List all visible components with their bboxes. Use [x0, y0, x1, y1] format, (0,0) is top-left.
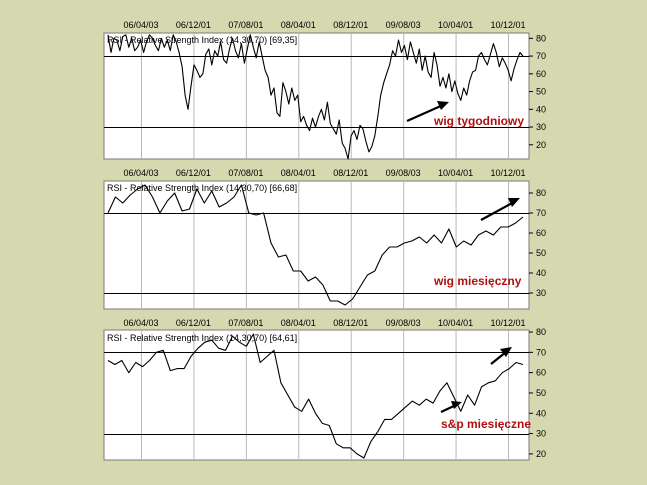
x-tick-label: 08/12/01 — [333, 20, 368, 30]
x-tick-label: 09/08/03 — [386, 20, 421, 30]
arrowhead-icon — [451, 401, 462, 409]
y-tick-label: 20 — [536, 449, 546, 459]
rsi-panel-sp-monthly: 06/04/03 06/12/01 07/08/01 08/04/01 08/12/01… — [103, 318, 546, 461]
x-tick-label: 06/12/01 — [176, 318, 211, 328]
y-tick-label: 80 — [536, 188, 546, 198]
y-tick-label: 60 — [536, 69, 546, 79]
x-tick-label: 08/04/01 — [281, 318, 316, 328]
y-tick-label: 50 — [536, 248, 546, 258]
y-tick-label: 20 — [536, 140, 546, 150]
rsi-series-line — [107, 34, 524, 160]
chart-annotation: wig miesięczny — [433, 274, 522, 288]
x-tick-label: 08/04/01 — [281, 20, 316, 30]
y-tick-label: 40 — [536, 268, 546, 278]
y-tick-label: 70 — [536, 347, 546, 357]
arrow-icon — [480, 201, 515, 221]
x-tick-label: 10/04/01 — [438, 318, 473, 328]
x-tick-label: 08/12/01 — [333, 318, 368, 328]
y-tick-label: 60 — [536, 228, 546, 238]
x-tick-label: 07/08/01 — [228, 318, 263, 328]
x-tick-label: 10/04/01 — [438, 20, 473, 30]
rsi-series-line — [107, 333, 524, 459]
y-tick-label: 50 — [536, 388, 546, 398]
chart-title: RSI - Relative Strength Index (14,30,70)… — [107, 333, 297, 343]
arrow-icon — [406, 103, 444, 123]
arrowhead-icon — [508, 198, 520, 207]
y-tick-label: 80 — [536, 33, 546, 43]
chart-title: RSI - Relative Strength Index (14,30,70)… — [107, 183, 297, 193]
chart-title: RSI - Relative Strength Index (14,30,70)… — [107, 35, 297, 45]
x-tick-label: 06/12/01 — [176, 168, 211, 178]
y-tick-label: 70 — [536, 208, 546, 218]
arrow-icon — [490, 351, 507, 365]
y-tick-label: 50 — [536, 87, 546, 97]
x-tick-label: 06/04/03 — [123, 20, 158, 30]
y-tick-label: 60 — [536, 368, 546, 378]
y-tick-label: 40 — [536, 104, 546, 114]
rsi-panel-wig-monthly: 06/04/03 06/12/01 07/08/01 08/04/01 08/12/01… — [103, 168, 546, 310]
y-tick-label: 30 — [536, 288, 546, 298]
x-tick-label: 07/08/01 — [228, 20, 263, 30]
x-tick-label: 10/04/01 — [438, 168, 473, 178]
rsi-series-line — [107, 184, 524, 306]
x-tick-label: 06/12/01 — [176, 20, 211, 30]
y-tick-label: 80 — [536, 327, 546, 337]
y-tick-label: 30 — [536, 429, 546, 439]
x-tick-label: 08/04/01 — [281, 168, 316, 178]
x-tick-label: 09/08/03 — [386, 318, 421, 328]
y-tick-label: 70 — [536, 51, 546, 61]
rsi-panel-wig-weekly: 06/04/03 06/12/01 07/08/01 08/04/01 08/12/01… — [103, 20, 546, 160]
y-tick-label: 40 — [536, 408, 546, 418]
x-tick-label: 10/12/01 — [490, 20, 525, 30]
plot-area — [103, 329, 530, 461]
plot-area — [103, 32, 530, 160]
x-tick-label: 06/04/03 — [123, 168, 158, 178]
x-tick-label: 08/12/01 — [333, 168, 368, 178]
x-tick-label: 09/08/03 — [386, 168, 421, 178]
x-tick-label: 10/12/01 — [490, 318, 525, 328]
x-tick-label: 10/12/01 — [490, 168, 525, 178]
arrowhead-icon — [500, 347, 512, 357]
chart-annotation: s&p miesięczne — [441, 417, 531, 431]
y-tick-label: 30 — [536, 122, 546, 132]
x-tick-label: 06/04/03 — [123, 318, 158, 328]
arrowhead-icon — [437, 101, 449, 110]
chart-annotation: wig tygodniowy — [433, 114, 524, 128]
x-tick-label: 07/08/01 — [228, 168, 263, 178]
